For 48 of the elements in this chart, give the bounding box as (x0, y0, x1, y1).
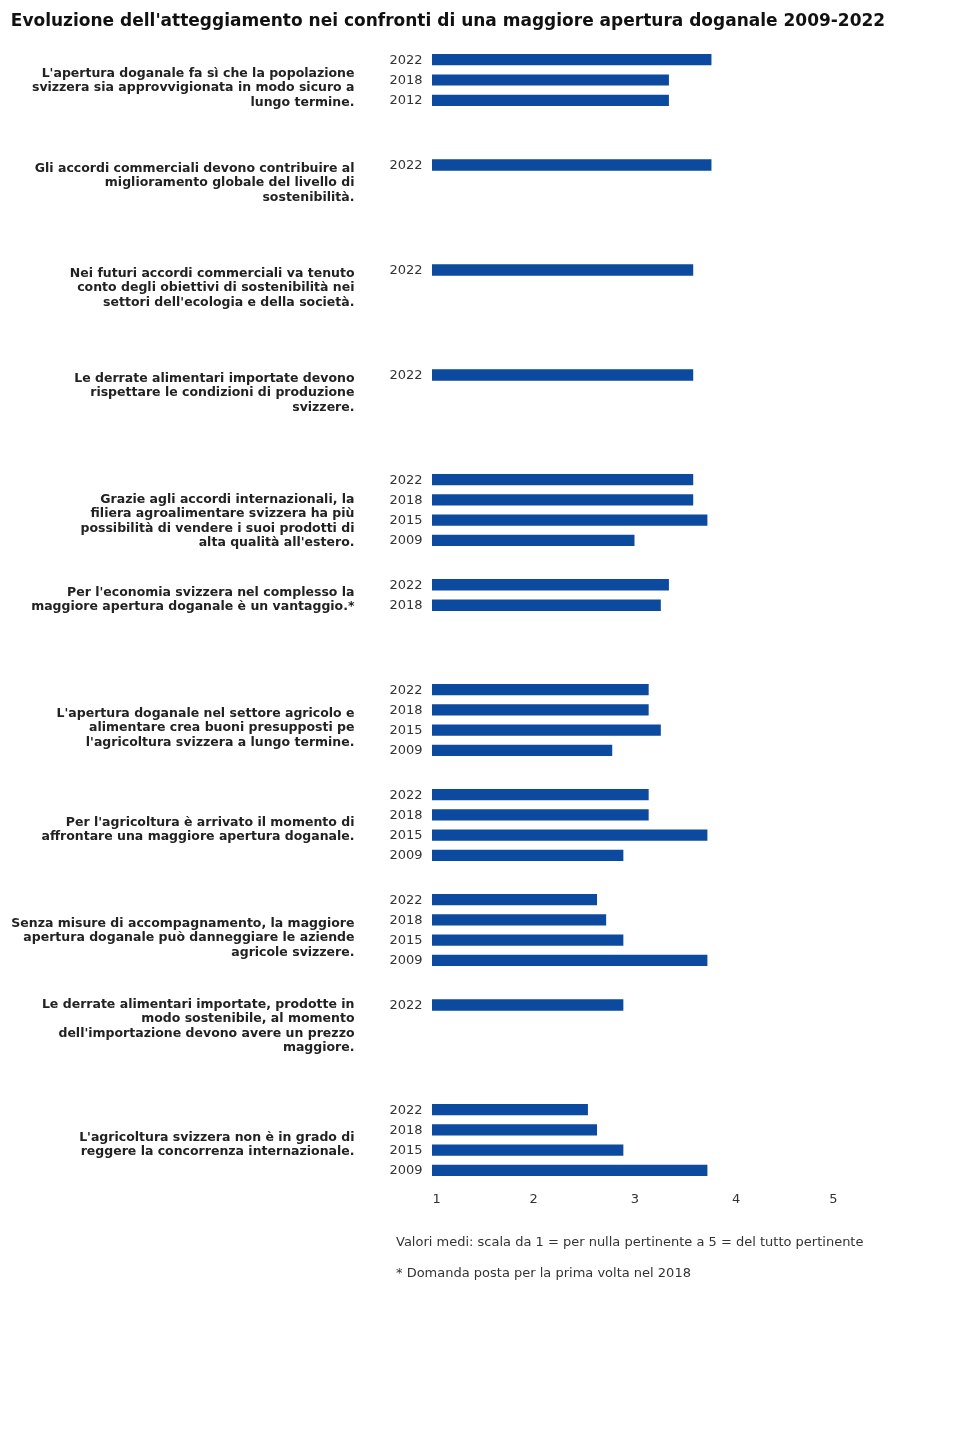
y-tick-label: 2018 (389, 1121, 423, 1137)
y-axis-title: Senza misure di accompagnamento, la maggiore apertura doganale può danneggiare le aziende agricole svizzere. (11, 914, 355, 959)
y-tick-label: 2018 (389, 72, 423, 87)
y-axis-title: Per l'economia svizzera nel complesso la maggiore apertura doganale è un vantaggio.* (31, 583, 355, 613)
y-tick-label: 2018 (389, 911, 423, 927)
text: * Domanda posta per la prima volta nel 2018 (396, 1265, 691, 1280)
y-tick-label: 2015 (389, 722, 423, 738)
y-tick-label: 2012 (389, 92, 423, 108)
y-axis-title: Gli accordi commerciali devono contribuire al miglioramento globale del livello di sostenibilità. (34, 159, 355, 204)
y-tick-label: 2022 (389, 471, 423, 487)
y-tick-label: 2015 (389, 827, 423, 843)
y-tick-label: 2015 (389, 1142, 423, 1158)
y-tick-label: 2022 (389, 997, 423, 1012)
y-axis-title: L'agricoltura svizzera non è in grado di reggere la concorrenza internazionale. (79, 1128, 355, 1158)
y-tick-label: 2009 (389, 1162, 423, 1178)
x-tick-label: 4 (732, 1190, 741, 1206)
text: Valori medi: scala da 1 = per nulla pertinente a 5 = del tutto pertinente (396, 1234, 864, 1249)
y-tick-label: 2018 (389, 491, 423, 507)
y-axis-title: L'apertura doganale fa sì che la popolazione svizzera sia approvvigionata in modo sicuro a lungo termine. (31, 64, 355, 109)
y-tick-label: 2018 (389, 701, 423, 717)
y-tick-label: 2018 (389, 806, 423, 822)
y-tick-label: 2022 (389, 262, 423, 277)
y-tick-label: 2022 (389, 891, 423, 907)
x-tick-label: 1 (432, 1190, 441, 1206)
y-tick-label: 2009 (389, 847, 423, 863)
y-tick-label: 2018 (389, 597, 423, 613)
y-tick-label: 2022 (389, 576, 423, 592)
y-tick-label: 2022 (389, 681, 423, 697)
y-tick-label: 2009 (389, 532, 423, 548)
chart-title: Evoluzione dell'atteggiamento nei confronti di una maggiore apertura doganale 2009-2022 (10, 10, 886, 30)
y-tick-label: 2022 (389, 1101, 423, 1117)
x-tick-label: 5 (829, 1190, 838, 1206)
y-axis-title: Le derrate alimentari importate devono rispettare le condizioni di produzione svizzere. (74, 369, 355, 414)
y-tick-label: 2015 (389, 512, 423, 528)
y-tick-label: 2022 (389, 51, 423, 67)
y-tick-label: 2009 (389, 742, 423, 758)
y-tick-label: 2022 (389, 157, 423, 172)
y-axis-title: Per l'agricoltura è arrivato il momento di affrontare una maggiore apertura doganale. (41, 813, 355, 843)
y-tick-label: 2022 (389, 786, 423, 802)
y-tick-label: 2022 (389, 367, 423, 382)
x-tick-label: 2 (529, 1190, 538, 1206)
y-axis-title: Grazie agli accordi internazionali, la filiera agroalimentare svizzera ha più possibilità di vendere i suoi prodotti di alta qualità all'estero. (80, 490, 355, 549)
y-axis-title: Le derrate alimentari importate, prodotte in modo sostenibile, al momento dell'importazione devono avere un prezzo maggiore. (41, 995, 355, 1054)
x-tick-label: 3 (630, 1190, 640, 1206)
y-tick-label: 2009 (389, 952, 423, 968)
y-tick-label: 2015 (389, 932, 423, 948)
y-axis-title: Nei futuri accordi commerciali va tenuto conto degli obiettivi di sostenibilità nei settori dell'ecologia e della società. (69, 264, 355, 309)
y-axis-title: L'apertura doganale nel settore agricolo e alimentare crea buoni presupposti pe l'agricoltura svizzera a lungo termine. (56, 704, 355, 749)
